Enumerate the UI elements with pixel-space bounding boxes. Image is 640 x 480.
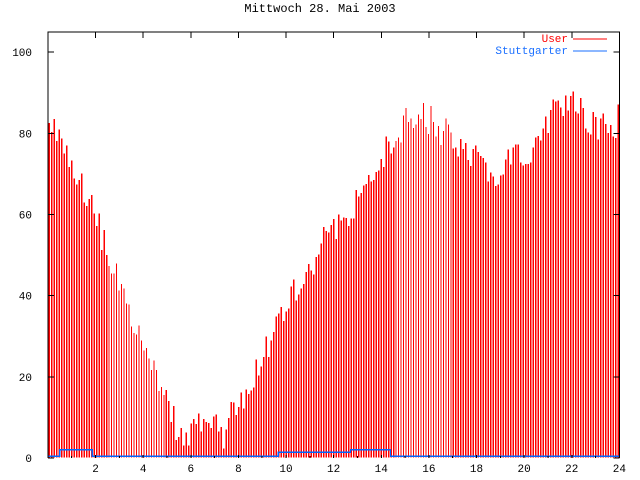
svg-text:8: 8	[235, 464, 242, 476]
svg-text:40: 40	[19, 292, 32, 304]
svg-text:14: 14	[375, 464, 389, 476]
svg-text:10: 10	[279, 464, 292, 476]
svg-text:User: User	[542, 34, 568, 46]
svg-text:2: 2	[92, 464, 99, 476]
svg-text:0: 0	[25, 454, 32, 466]
svg-text:6: 6	[187, 464, 194, 476]
svg-text:Stuttgarter: Stuttgarter	[495, 46, 568, 58]
svg-text:4: 4	[140, 464, 147, 476]
svg-text:80: 80	[19, 129, 32, 141]
svg-text:20: 20	[19, 373, 32, 385]
svg-text:12: 12	[327, 464, 340, 476]
svg-text:100: 100	[12, 48, 32, 60]
svg-text:22: 22	[565, 464, 578, 476]
svg-text:60: 60	[19, 210, 32, 222]
svg-text:18: 18	[470, 464, 483, 476]
svg-text:20: 20	[518, 464, 531, 476]
svg-text:16: 16	[422, 464, 435, 476]
svg-text:Mittwoch 28. Mai 2003: Mittwoch 28. Mai 2003	[244, 2, 395, 16]
svg-text:24: 24	[613, 464, 627, 476]
